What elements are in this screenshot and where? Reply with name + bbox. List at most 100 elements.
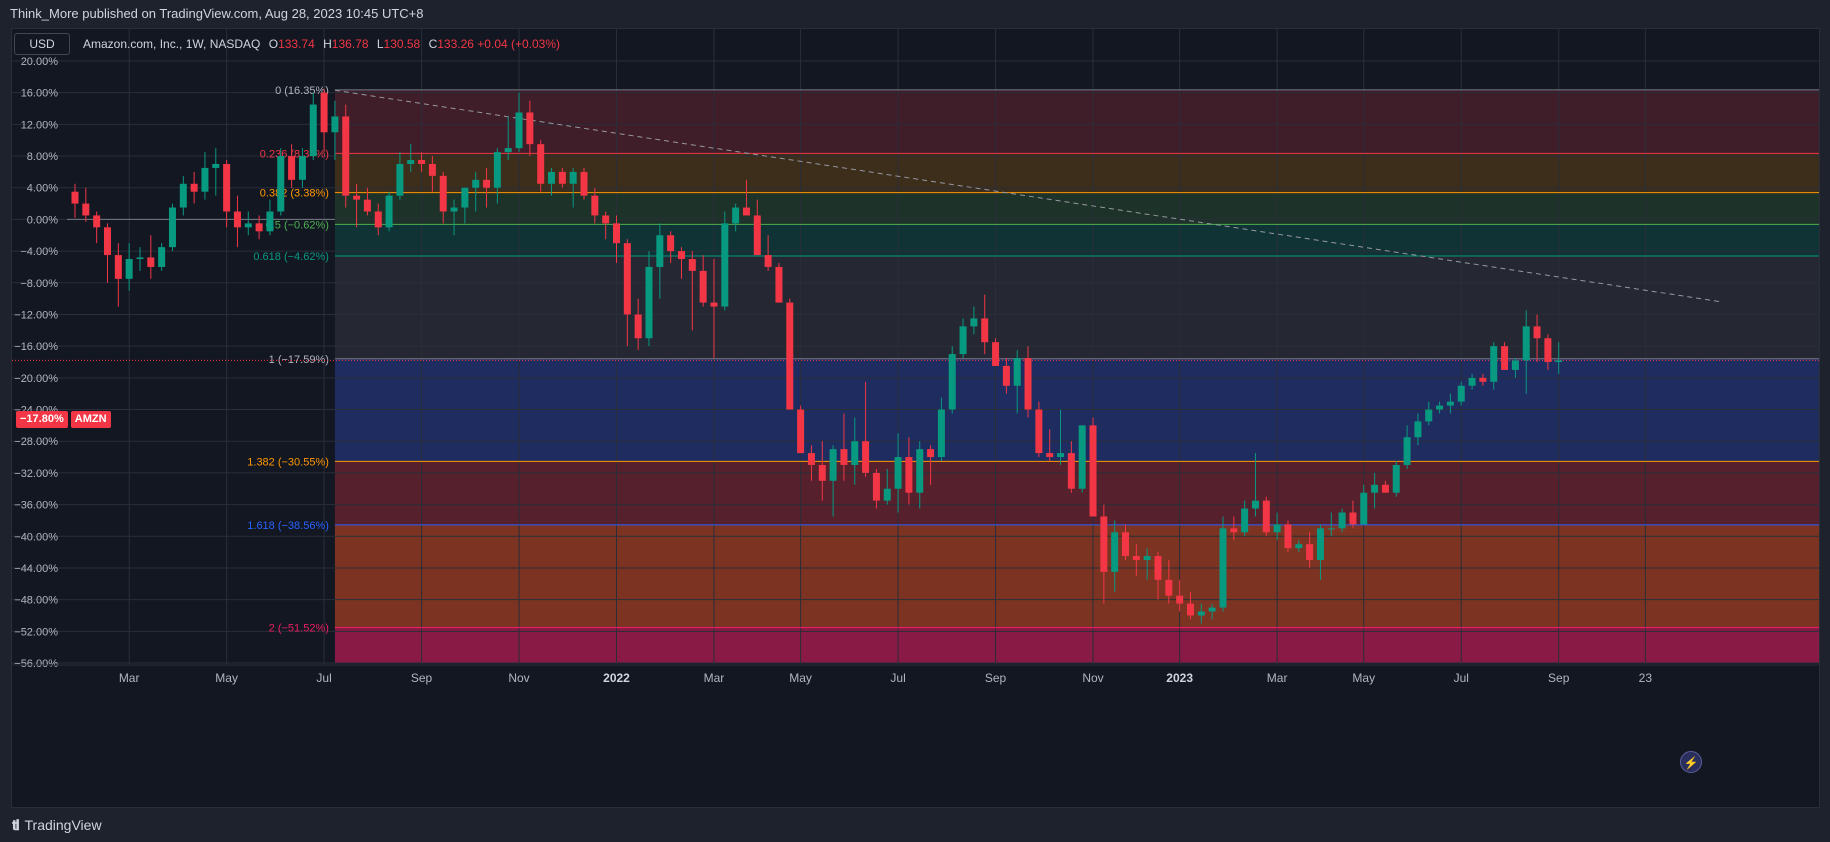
candlestick-chart[interactable]: 0 (16.35%)0.236 (8.34%)0.382 (3.38%)0.5 … — [12, 29, 1819, 807]
candle-body[interactable] — [1122, 532, 1130, 557]
candle-body[interactable] — [1143, 556, 1151, 561]
candle-body[interactable] — [1490, 346, 1498, 382]
candle-body[interactable] — [158, 247, 166, 267]
candle-body[interactable] — [1479, 377, 1487, 382]
candle-body[interactable] — [688, 259, 696, 271]
candle-body[interactable] — [1436, 405, 1444, 410]
candle-body[interactable] — [168, 207, 176, 248]
candle-body[interactable] — [450, 207, 458, 212]
candle-body[interactable] — [1013, 358, 1021, 386]
candle-body[interactable] — [699, 270, 707, 303]
candle-body[interactable] — [288, 156, 296, 180]
candle-body[interactable] — [1176, 595, 1184, 604]
candle-body[interactable] — [1381, 484, 1389, 493]
candle-body[interactable] — [1316, 528, 1324, 561]
candle-body[interactable] — [472, 179, 480, 188]
candle-body[interactable] — [1468, 377, 1476, 386]
candle-body[interactable] — [93, 215, 101, 228]
candle-body[interactable] — [1511, 360, 1519, 370]
candle-body[interactable] — [764, 255, 772, 267]
candle-body[interactable] — [753, 215, 761, 256]
candle-body[interactable] — [1425, 409, 1433, 422]
candle-body[interactable] — [331, 116, 339, 133]
candle-body[interactable] — [363, 199, 371, 212]
candle-body[interactable] — [797, 409, 805, 454]
candle-body[interactable] — [147, 257, 155, 267]
candle-body[interactable] — [1067, 453, 1075, 489]
candle-body[interactable] — [1100, 516, 1108, 572]
candle-body[interactable] — [786, 302, 794, 410]
candle-body[interactable] — [1078, 425, 1086, 489]
candle-body[interactable] — [1360, 492, 1368, 525]
candle-body[interactable] — [569, 171, 577, 184]
candle-body[interactable] — [114, 255, 122, 279]
candle-body[interactable] — [385, 195, 393, 228]
candle-body[interactable] — [992, 342, 1000, 366]
candle-body[interactable] — [298, 156, 306, 180]
candle-body[interactable] — [1295, 544, 1303, 549]
candle-body[interactable] — [1154, 556, 1162, 580]
candle-body[interactable] — [1338, 512, 1346, 529]
candle-body[interactable] — [1457, 385, 1465, 402]
candle-body[interactable] — [732, 207, 740, 224]
candle-body[interactable] — [1251, 500, 1259, 509]
candle-body[interactable] — [927, 449, 935, 458]
candle-body[interactable] — [1262, 500, 1270, 533]
candle-body[interactable] — [1241, 508, 1249, 533]
candle-body[interactable] — [959, 326, 967, 355]
candle-body[interactable] — [504, 148, 512, 153]
symbol-legend[interactable]: Amazon.com, Inc., 1W, NASDAQ O133.74 H13… — [83, 33, 560, 55]
candle-body[interactable] — [1089, 425, 1097, 517]
candle-body[interactable] — [1111, 532, 1119, 572]
candle-body[interactable] — [309, 104, 317, 157]
candle-body[interactable] — [201, 167, 209, 192]
candle-body[interactable] — [894, 457, 902, 489]
candle-body[interactable] — [1349, 512, 1357, 525]
candle-body[interactable] — [125, 259, 133, 279]
candle-body[interactable] — [493, 152, 501, 188]
candle-body[interactable] — [613, 223, 620, 244]
candle-body[interactable] — [1057, 453, 1065, 458]
candle-body[interactable] — [862, 441, 870, 473]
candle-body[interactable] — [212, 163, 220, 168]
candle-body[interactable] — [439, 175, 447, 212]
candle-body[interactable] — [1046, 453, 1054, 458]
candle-body[interactable] — [1371, 484, 1379, 493]
candle-body[interactable] — [515, 112, 523, 149]
candle-body[interactable] — [1414, 421, 1422, 438]
lightning-icon[interactable]: ⚡ — [1680, 751, 1702, 773]
candle-body[interactable] — [656, 235, 664, 267]
candle-body[interactable] — [1446, 401, 1454, 406]
candle-body[interactable] — [667, 235, 675, 252]
candle-body[interactable] — [872, 472, 880, 501]
candle-body[interactable] — [1284, 524, 1292, 549]
candle-body[interactable] — [1522, 326, 1530, 361]
candle-body[interactable] — [136, 257, 144, 260]
candle-body[interactable] — [1327, 528, 1335, 530]
candle-body[interactable] — [948, 354, 956, 410]
candle-body[interactable] — [1002, 365, 1010, 386]
candle-body[interactable] — [970, 318, 978, 327]
candle-body[interactable] — [742, 207, 750, 216]
candle-body[interactable] — [255, 223, 263, 232]
candle-body[interactable] — [190, 183, 198, 192]
candle-body[interactable] — [937, 409, 945, 458]
candle-body[interactable] — [710, 302, 718, 307]
candle-body[interactable] — [1186, 603, 1194, 616]
candle-body[interactable] — [548, 171, 556, 184]
candle-body[interactable] — [1533, 326, 1541, 339]
candle-body[interactable] — [851, 441, 859, 465]
candle-body[interactable] — [818, 464, 826, 481]
candle-body[interactable] — [905, 457, 913, 493]
candle-body[interactable] — [320, 92, 328, 133]
candle-body[interactable] — [71, 191, 79, 204]
candle-body[interactable] — [233, 211, 241, 228]
candle-body[interactable] — [558, 171, 566, 184]
candle-body[interactable] — [537, 144, 545, 184]
candle-body[interactable] — [179, 183, 187, 208]
chart-area[interactable]: 0 (16.35%) 0.236 (8.34%) 0.382 (3.38%) 0.5 … — [11, 28, 1820, 808]
candle-body[interactable] — [1555, 360, 1563, 362]
candle-body[interactable] — [1035, 409, 1043, 454]
candle-body[interactable] — [1501, 346, 1509, 370]
candle-body[interactable] — [883, 488, 891, 501]
